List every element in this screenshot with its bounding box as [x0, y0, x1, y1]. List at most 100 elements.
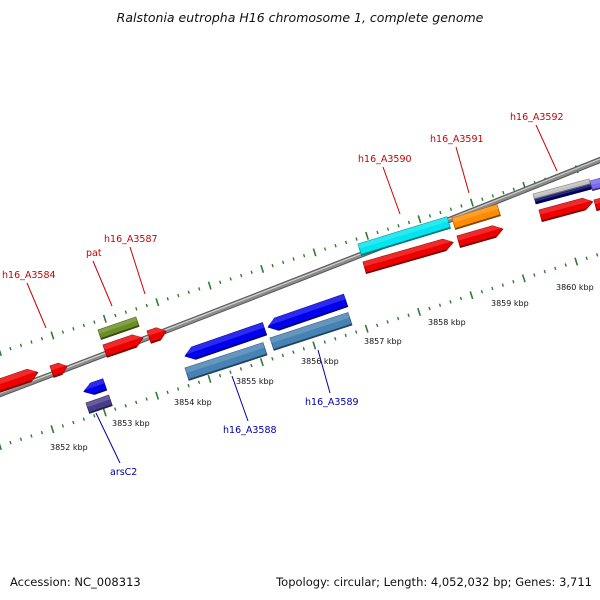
- gene-forward: [49, 362, 68, 378]
- page-title: Ralstonia eutropha H16 chromosome 1, com…: [116, 10, 484, 25]
- tick-mark-upper: [177, 293, 180, 298]
- backbone-highlight: [0, 158, 600, 394]
- gene-label-leader: [317, 349, 331, 394]
- kbp-label: 3858 kbp: [428, 318, 466, 327]
- label-leaders: [26, 124, 558, 464]
- tick-mark-upper: [439, 210, 442, 215]
- tick-mark-lower: [176, 387, 180, 391]
- tick-mark-upper: [428, 214, 432, 218]
- tick-mark-upper: [281, 260, 285, 265]
- gene-forward: [362, 238, 454, 275]
- tick-mark-lower: [407, 313, 410, 317]
- kbp-label: 3857 kbp: [364, 337, 402, 346]
- tick-mark-upper: [355, 237, 358, 241]
- tick-mark-upper: [386, 227, 390, 231]
- tick-mark-upper: [102, 314, 107, 323]
- tick-mark-upper: [512, 187, 516, 192]
- tick-mark-lower: [491, 286, 494, 291]
- tick-mark-lower: [229, 370, 232, 374]
- kbp-label: 3854 kbp: [174, 398, 212, 407]
- gene-label-leader: [26, 282, 47, 329]
- gene-forward: [0, 368, 39, 393]
- gene-forward: [538, 197, 594, 223]
- gene-forward: [593, 197, 600, 212]
- tick-mark-upper: [166, 297, 169, 301]
- gene-label: h16_A3590: [358, 154, 412, 165]
- cds-forward: [451, 203, 501, 230]
- tick-mark-lower: [376, 323, 379, 328]
- kbp-label: 3853 kbp: [112, 419, 150, 428]
- gene-label-leader: [455, 146, 470, 194]
- tick-mark-lower: [344, 333, 347, 338]
- tick-mark-lower: [501, 283, 505, 287]
- tick-mark-lower: [554, 266, 557, 271]
- gene-label: pat: [86, 248, 102, 259]
- tick-mark-upper: [449, 207, 453, 211]
- tick-mark-lower: [218, 373, 222, 378]
- gene-label-leader: [92, 260, 113, 307]
- tick-mark-lower: [521, 274, 526, 283]
- tick-mark-lower: [438, 303, 442, 307]
- gene-reverse: [83, 378, 108, 395]
- tick-mark-lower: [312, 341, 317, 350]
- tick-mark-lower: [512, 279, 515, 284]
- tick-mark-lower: [72, 420, 75, 425]
- tick-mark-lower: [114, 407, 117, 411]
- kbp-label: 3860 kbp: [556, 283, 594, 292]
- tick-mark-lower: [334, 336, 337, 341]
- tick-mark-upper: [40, 336, 44, 341]
- gene-forward: [102, 334, 144, 358]
- gene-label: h16_A3589: [305, 397, 359, 408]
- tick-mark-upper: [260, 264, 265, 274]
- tick-mark-upper: [207, 281, 212, 290]
- tick-mark-lower: [355, 330, 358, 334]
- tick-mark-upper: [9, 346, 12, 351]
- tick-mark-lower: [469, 291, 474, 300]
- tick-mark-upper: [271, 263, 274, 268]
- tick-mark-upper: [135, 307, 138, 311]
- backbone: [0, 156, 600, 398]
- tick-mark-upper: [124, 310, 127, 314]
- tick-mark-upper: [93, 320, 96, 324]
- tick-mark-upper: [219, 280, 222, 284]
- tick-mark-lower: [9, 440, 12, 445]
- kbp-label: 3855 kbp: [236, 377, 274, 386]
- summary-text: Topology: circular; Length: 4,052,032 bp…: [276, 575, 592, 589]
- tick-mark-upper: [19, 343, 23, 348]
- backbone-line: [0, 157, 600, 397]
- labels: 3852 kbp 3853 kbp 3854 kbp 3855 kbp 3856 kbp…: [2, 112, 594, 478]
- tick-mark-lower: [166, 390, 169, 395]
- tick-mark-upper: [469, 198, 474, 207]
- tick-mark-lower: [135, 400, 138, 405]
- tick-mark-lower: [102, 408, 107, 417]
- cds-reverse: [269, 312, 353, 351]
- cds-forward: [534, 184, 593, 205]
- tick-mark-lower: [271, 357, 274, 361]
- tick-mark-lower: [449, 300, 452, 304]
- tick-mark-lower: [564, 263, 567, 267]
- gene-label: h16_A3588: [223, 425, 277, 436]
- cds-forward: [589, 177, 600, 192]
- tick-mark-upper: [292, 257, 295, 261]
- gene-label-leader: [129, 246, 146, 295]
- tick-mark-lower: [543, 269, 546, 274]
- tick-mark-upper: [491, 194, 495, 198]
- tick-mark-lower: [93, 414, 96, 418]
- kbp-label: 3856 kbp: [301, 357, 339, 366]
- tick-mark-lower: [207, 374, 212, 384]
- tick-mark-upper: [50, 331, 55, 340]
- tick-mark-upper: [229, 277, 232, 281]
- gene-label: h16_A3584: [2, 270, 56, 281]
- tick-mark-upper: [397, 224, 400, 228]
- tick-mark-upper: [334, 243, 337, 248]
- gene-reverse: [184, 322, 268, 360]
- tick-mark-lower: [596, 253, 599, 257]
- tick-mark-upper: [481, 197, 484, 201]
- tick-mark-lower: [197, 380, 201, 385]
- tick-mark-lower: [61, 424, 65, 428]
- tick-mark-lower: [585, 256, 588, 260]
- tick-mark-upper: [145, 303, 148, 308]
- gene-forward: [146, 327, 167, 344]
- tick-mark-lower: [386, 320, 389, 324]
- tick-mark-upper: [302, 253, 306, 258]
